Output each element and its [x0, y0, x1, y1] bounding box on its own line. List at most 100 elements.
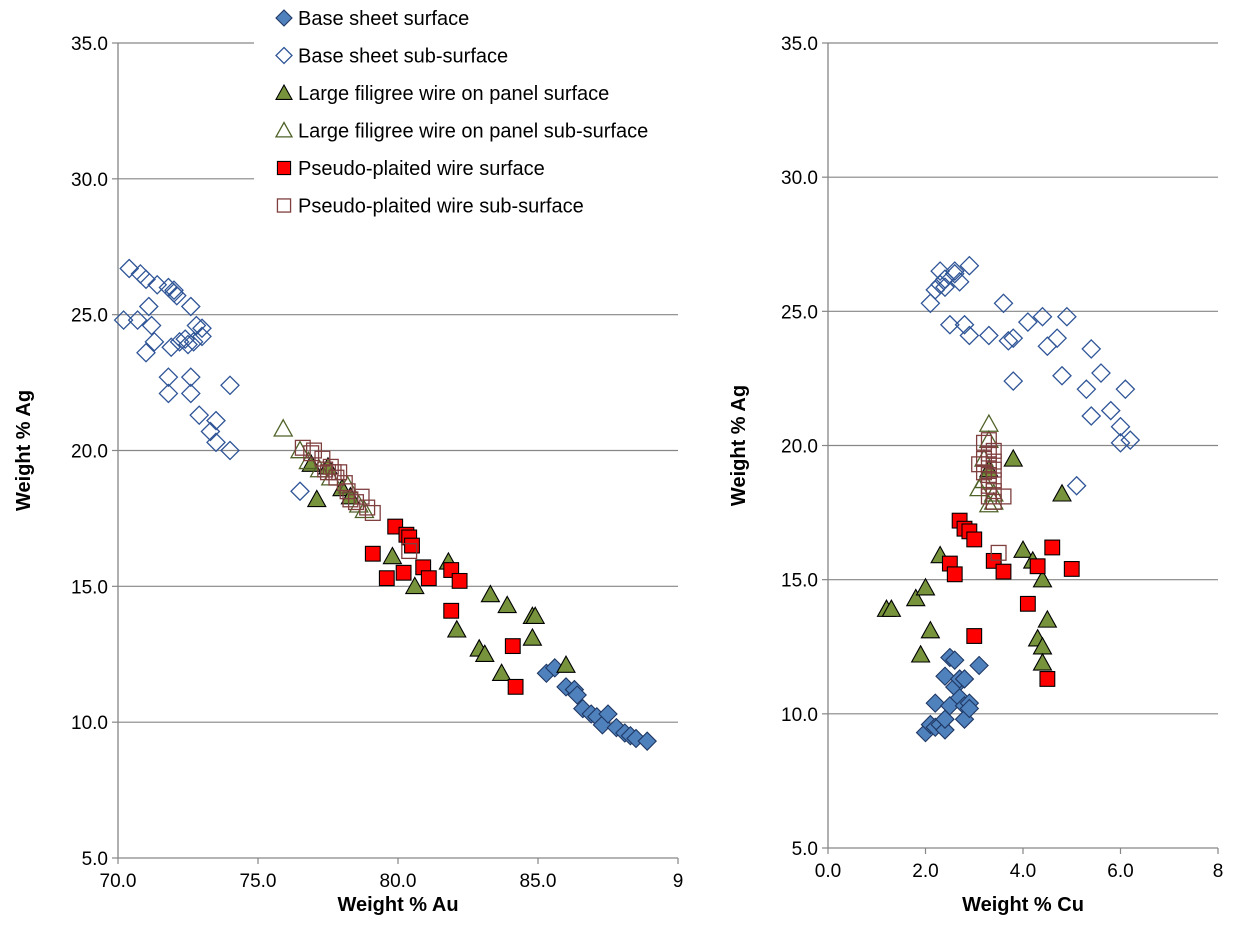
data-point: [985, 472, 1002, 489]
data-point: [136, 269, 156, 290]
y-tick-label: 15.0: [71, 577, 108, 598]
data-point: [1076, 379, 1097, 400]
data-point: [183, 331, 204, 352]
series-2: [876, 448, 1072, 671]
series-1: [920, 255, 1141, 496]
legend-label: Large filigree wire on panel surface: [298, 83, 609, 105]
data-point: [1019, 595, 1036, 612]
data-point: [164, 280, 184, 301]
data-point: [1017, 312, 1038, 332]
data-point: [925, 279, 946, 300]
y-axis-title: Weight % Ag: [728, 385, 750, 506]
data-point: [949, 271, 970, 292]
data-point: [401, 542, 418, 560]
legend-label: Pseudo-plaited wire sub-surface: [298, 196, 584, 218]
y-tick-label: 35.0: [71, 34, 108, 55]
data-point: [347, 494, 365, 511]
data-point: [598, 704, 618, 724]
series-5: [971, 432, 1012, 561]
data-point: [192, 326, 212, 347]
data-point: [180, 383, 201, 404]
data-point: [1056, 306, 1077, 327]
data-point: [290, 481, 310, 502]
data-point: [331, 464, 348, 481]
data-point: [959, 698, 980, 719]
data-point: [993, 293, 1014, 314]
data-point: [189, 405, 210, 426]
data-point: [905, 588, 926, 607]
data-point: [1037, 609, 1058, 628]
data-point: [910, 644, 931, 663]
legend-background: [254, 0, 694, 262]
data-point: [504, 638, 521, 655]
chart-au-vs-ag: 5.0 10.0 15.0 20.0 25.0 30.0 35.0 70.0 75.0 80.0 8…: [13, 34, 683, 916]
data-point: [944, 261, 965, 282]
data-point: [314, 450, 331, 467]
data-point: [497, 595, 518, 614]
data-point: [138, 296, 159, 317]
y-tick-label: 15.0: [781, 571, 818, 592]
data-point: [1081, 406, 1102, 426]
data-point: [161, 337, 182, 358]
data-point: [180, 296, 201, 317]
data-point: [980, 445, 997, 462]
data-point: [567, 685, 587, 705]
data-point: [975, 464, 993, 481]
legend-marker: [276, 198, 292, 213]
data-point: [1100, 400, 1121, 421]
y-tick-label: 30.0: [71, 170, 108, 191]
data-point: [474, 644, 495, 663]
data-point: [637, 731, 657, 751]
data-point: [1032, 652, 1053, 671]
data-point: [1115, 379, 1136, 400]
data-point: [186, 315, 207, 336]
data-point: [206, 410, 226, 431]
data-point: [925, 693, 946, 713]
data-point: [954, 669, 975, 689]
x-tick-label: 80.0: [380, 871, 417, 892]
data-point: [985, 453, 1002, 470]
legend-marker: [274, 121, 294, 138]
data-point: [382, 546, 403, 565]
data-point: [1120, 430, 1141, 451]
data-point: [273, 418, 294, 437]
data-point: [364, 545, 381, 562]
data-point: [930, 261, 951, 282]
data-point: [920, 293, 941, 314]
data-point: [935, 277, 955, 298]
legend-marker: [275, 83, 293, 100]
data-point: [990, 544, 1007, 561]
data-point: [998, 330, 1019, 351]
data-point: [158, 383, 179, 404]
data-point: [220, 440, 240, 461]
data-point: [954, 314, 975, 335]
legend-label: Base sheet surface: [298, 8, 469, 30]
y-tick-label: 5.0: [792, 839, 818, 860]
data-point: [328, 469, 345, 486]
data-point: [336, 475, 353, 492]
data-point: [192, 318, 212, 339]
data-point: [130, 263, 151, 284]
data-point: [920, 620, 941, 639]
data-point: [127, 310, 148, 331]
y-tick-label: 25.0: [71, 306, 108, 327]
data-point: [147, 274, 168, 295]
data-point: [446, 619, 467, 638]
data-point: [975, 450, 993, 467]
series-5: [294, 439, 418, 560]
data-point: [404, 537, 420, 554]
legend-marker: [275, 46, 293, 65]
data-point: [305, 442, 323, 459]
data-point: [966, 628, 983, 644]
data-point: [980, 477, 997, 494]
data-point: [480, 584, 501, 603]
x-axis-title: Weight % Cu: [962, 894, 1084, 916]
data-point: [507, 678, 524, 695]
data-point: [342, 491, 359, 508]
data-point: [881, 599, 902, 617]
data-point: [1047, 328, 1068, 349]
data-point: [1063, 561, 1080, 577]
data-point: [946, 566, 963, 583]
data-point: [556, 654, 576, 673]
data-point: [1013, 540, 1033, 558]
